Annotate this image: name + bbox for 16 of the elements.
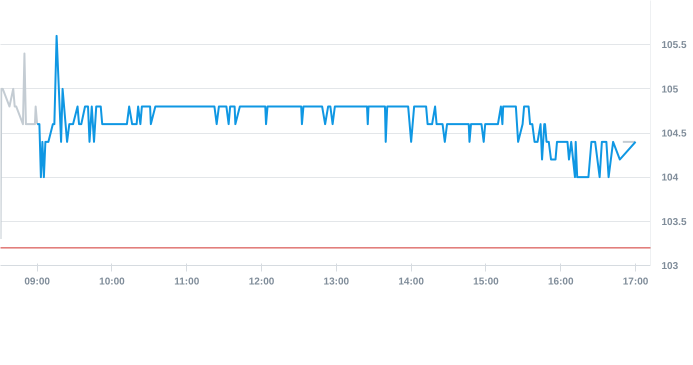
y-tick-label: 103.5 [662, 216, 687, 228]
line-series [36, 34, 637, 178]
x-tick-label: 11:00 [174, 276, 200, 288]
y-tick-label: 103 [662, 261, 679, 272]
x-tick-label: 10:00 [99, 276, 126, 288]
y-tick-label: 104 [662, 172, 679, 184]
y-tick-label: 105.5 [662, 40, 687, 52]
x-tick-label: 17:00 [622, 276, 649, 288]
x-tick-label: 16:00 [548, 276, 574, 288]
x-tick-label: 09:00 [24, 276, 50, 288]
x-tick-label: 14:00 [398, 276, 424, 288]
x-tick-label: 12:00 [248, 276, 275, 288]
x-tick-label: 15:00 [473, 276, 500, 288]
x-tick-label: 13:00 [324, 276, 350, 288]
y-tick-label: 104.5 [662, 128, 687, 140]
y-tick-label: 105 [662, 84, 679, 96]
